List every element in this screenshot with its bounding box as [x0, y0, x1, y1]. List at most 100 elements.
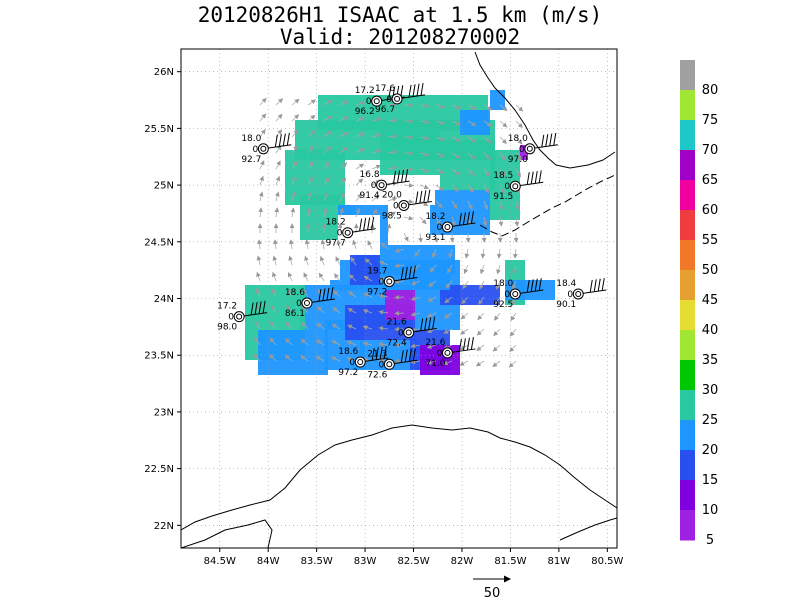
wind-vector: [378, 293, 389, 299]
lat-tick-label: 26N: [154, 67, 174, 78]
wind-barb-flag: [530, 171, 534, 184]
wind-vector: [498, 216, 504, 227]
wind-vector: [272, 255, 278, 266]
lon-tick-label: 81W: [548, 556, 571, 567]
wind-barb-flag: [412, 265, 416, 278]
wind-vector: [378, 342, 389, 347]
wind-vector: [378, 309, 389, 315]
colorbar-label: 35: [702, 353, 719, 368]
wind-vector: [371, 133, 382, 138]
station-direction: 0: [252, 145, 258, 155]
wind-vector: [322, 207, 328, 218]
wind-vector: [403, 166, 414, 172]
wind-vector: [431, 248, 437, 259]
wind-speed-cell: [430, 190, 490, 235]
wind-vector: [460, 312, 469, 320]
wind-vector: [410, 311, 421, 317]
wind-vector: [459, 360, 469, 366]
wind-vector: [339, 147, 348, 154]
colorbar-label: 65: [702, 173, 719, 188]
wind-vector: [258, 207, 264, 218]
lon-tick-label: 82W: [451, 556, 474, 567]
wind-vector: [443, 312, 453, 319]
wind-vector: [275, 113, 283, 122]
wind-vector: [315, 339, 325, 346]
wind-vector: [259, 160, 265, 170]
wind-barb-flag: [458, 338, 462, 352]
wind-vector: [464, 248, 470, 259]
wind-vector: [346, 340, 357, 346]
wind-vector: [513, 248, 518, 259]
wind-barb-flag: [262, 300, 266, 313]
wind-vector: [323, 146, 332, 154]
wind-vector: [394, 279, 405, 284]
wind-vector: [419, 168, 430, 173]
colorbar-label: 15: [702, 473, 719, 488]
wind-vector: [317, 289, 325, 298]
wind-barb-flag: [534, 170, 538, 184]
wind-vector: [508, 360, 517, 368]
wind-barb-flag: [375, 347, 379, 360]
station-inner-circle: [378, 182, 385, 189]
wind-barb-flag: [534, 278, 538, 291]
wind-vector: [371, 117, 382, 123]
wind-barb-flag: [458, 212, 462, 226]
colorbar-label: 10: [702, 503, 719, 518]
wind-vector: [414, 248, 421, 258]
wind-vector: [315, 355, 325, 362]
wind-vector: [269, 337, 277, 346]
wind-vector: [386, 223, 392, 234]
wind-vector: [273, 239, 278, 250]
wind-vector: [443, 328, 453, 334]
colorbar-segment: [680, 330, 695, 361]
colorbar-segment: [680, 210, 695, 241]
station-direction: 0: [504, 290, 510, 300]
wind-vector: [355, 163, 365, 170]
lat-tick-label: 25N: [154, 181, 174, 192]
colorbar-segment: [680, 180, 695, 211]
wind-barb-flag: [250, 302, 254, 315]
wind-vector: [290, 207, 296, 218]
station-pressure: 86.1: [285, 309, 305, 319]
wind-vector: [323, 130, 332, 138]
wind-vector: [378, 325, 389, 331]
station-inner-circle: [357, 359, 364, 366]
wind-vector: [371, 208, 378, 218]
colorbar-label: 30: [702, 383, 719, 398]
wind-vector: [323, 100, 333, 106]
wind-vector: [483, 200, 489, 211]
wind-barb-flag: [466, 211, 470, 224]
wind-vector: [419, 103, 430, 109]
wind-speed-cell: [385, 290, 415, 320]
wind-vector: [463, 264, 469, 274]
station-inner-circle: [512, 183, 519, 190]
wind-vector: [331, 323, 341, 330]
wind-vector: [467, 200, 473, 210]
wind-speed-cell: [440, 285, 500, 305]
wind-vector: [476, 344, 485, 351]
wind-vector: [255, 288, 261, 298]
wind-vector: [435, 184, 444, 191]
lat-tick-label: 24N: [154, 294, 174, 305]
station-inner-circle: [444, 349, 451, 356]
wind-barb-flag: [538, 170, 542, 183]
wind-vector: [476, 328, 485, 336]
wind-vector: [355, 132, 365, 138]
wind-vector: [307, 191, 312, 202]
wind-vector: [300, 355, 309, 362]
wind-vector: [510, 312, 517, 322]
wind-vector: [275, 160, 281, 170]
station-circle: [354, 356, 366, 368]
wind-vector: [258, 191, 264, 202]
wind-vector: [291, 191, 296, 202]
colorbar-segment: [680, 60, 695, 91]
station-direction: 0: [349, 358, 355, 368]
station-speed: 21.6: [387, 318, 407, 328]
station-direction: 0: [378, 277, 384, 287]
wind-barb-flag: [404, 266, 408, 279]
